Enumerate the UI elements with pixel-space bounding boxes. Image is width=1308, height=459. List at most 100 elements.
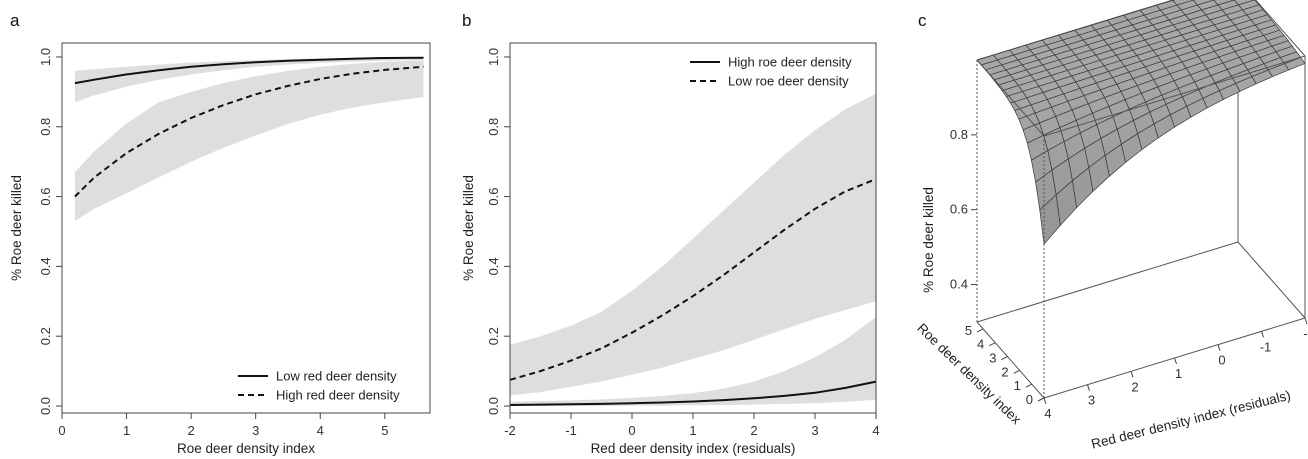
b-ci-band-0 xyxy=(510,317,876,406)
a-ci-band-1 xyxy=(74,60,424,221)
b-y-tick-label-0: 0.0 xyxy=(486,397,501,415)
panel-b-y-ticks: 0.0 0.2 0.4 0.6 0.8 1.0 xyxy=(486,48,510,415)
panel-b-chart: -2 -1 0 1 2 3 4 0.0 0.2 0.4 0.6 0.8 1.0 Red deer de… xyxy=(461,42,880,456)
panel-b-series-lines xyxy=(509,178,877,406)
panel-a-series-lines xyxy=(74,56,424,198)
b-legend-label-0: High roe deer density xyxy=(728,55,852,70)
panel-b-confidence-bands xyxy=(510,93,876,406)
a-x-tick-label-4: 4 xyxy=(317,423,324,438)
panel-c-x-tick-6 xyxy=(1304,317,1308,325)
b-x-tick-label-0: -2 xyxy=(504,423,516,438)
panel-a-chart: 0 1 2 3 4 5 0.0 0.2 0.4 0.6 0.8 1.0 Roe deer densi… xyxy=(9,42,431,456)
panel-b-y-axis-title: % Roe deer killed xyxy=(461,175,476,281)
a-y-tick-label-1: 0.2 xyxy=(38,327,53,345)
a-y-tick-label-3: 0.6 xyxy=(38,188,53,206)
a-y-tick-label-5: 1.0 xyxy=(38,48,53,66)
panel-c-x-tick-label-0: 4 xyxy=(1044,406,1051,421)
panel-c-y-tick-4 xyxy=(989,342,996,347)
b-ci-band-1 xyxy=(510,93,876,396)
a-y-tick-label-2: 0.4 xyxy=(38,257,53,275)
panel-a-legend: Low red deer density High red deer densit… xyxy=(238,369,400,403)
a-x-tick-label-3: 3 xyxy=(252,423,259,438)
panel-c-x-tick-1 xyxy=(1087,384,1090,391)
panel-c-x-tick-label-3: 1 xyxy=(1175,366,1182,381)
a-legend-label-0: Low red deer density xyxy=(276,369,397,384)
panel-c-x-tick-label-1: 3 xyxy=(1088,393,1095,408)
a-y-tick-label-0: 0.0 xyxy=(38,397,53,415)
panel-a-x-axis-title: Roe deer density index xyxy=(177,441,315,456)
panel-c-box-edge-top-front-2 xyxy=(976,59,1045,137)
panel-c-box-edge-back-bottom-1 xyxy=(976,241,1239,323)
panel-c-x-axis-title: Red deer density index (residuals) xyxy=(1090,388,1292,452)
panel-c-y-tick-label-4: 4 xyxy=(977,337,984,352)
panel-c-y-tick-label-1: 1 xyxy=(1014,378,1021,393)
panel-a-letter: a xyxy=(10,11,20,30)
panel-c-x-tick-0 xyxy=(1043,397,1047,405)
a-series-line-0 xyxy=(74,56,424,85)
panel-c-z-tick-label-1: 0.6 xyxy=(950,202,968,217)
b-series-line-0 xyxy=(509,380,877,406)
b-y-tick-label-2: 0.4 xyxy=(486,257,501,275)
panel-c-x-tick-label-6: -2 xyxy=(1303,326,1308,341)
panel-c-y-tick-0 xyxy=(1037,397,1045,402)
panel-c-z-ticks: 0.4 0.6 0.8 xyxy=(950,127,977,292)
panel-c-surface-cell-15-0 xyxy=(1039,194,1061,246)
panel-c-z-tick-label-0: 0.4 xyxy=(950,277,968,292)
b-series-line-1 xyxy=(509,178,877,381)
panel-b-x-ticks: -2 -1 0 1 2 3 4 xyxy=(504,413,880,438)
panel-c-y-tick-label-2: 2 xyxy=(1001,364,1008,379)
panel-a-y-axis-title: % Roe deer killed xyxy=(9,175,24,281)
panel-c-z-tick-label-2: 0.8 xyxy=(950,127,968,142)
panel-c-x-tick-label-4: 0 xyxy=(1218,353,1225,368)
b-legend-label-1: Low roe deer density xyxy=(728,74,849,89)
a-y-tick-label-4: 0.8 xyxy=(38,118,53,136)
panel-c-y-tick-5 xyxy=(976,328,984,333)
panel-a-confidence-bands xyxy=(74,57,424,221)
panel-a-plot-frame xyxy=(61,42,431,414)
panel-c-x-tick-label-2: 2 xyxy=(1131,379,1138,394)
panel-c-y-tick-3 xyxy=(1001,356,1008,360)
a-ci-band-0 xyxy=(74,57,424,103)
panel-c-surface xyxy=(976,0,1306,246)
panel-c-y-tick-1 xyxy=(1025,383,1033,388)
a-legend-label-1: High red deer density xyxy=(276,388,400,403)
panel-c-box-edge-back-bottom-2 xyxy=(1237,241,1306,319)
a-x-tick-label-5: 5 xyxy=(381,423,388,438)
panel-c-x-tick-2 xyxy=(1130,371,1134,378)
panel-b-x-axis-title: Red deer density index (residuals) xyxy=(591,441,796,456)
panel-c-letter: c xyxy=(918,11,927,30)
a-series-line-1 xyxy=(74,65,424,198)
b-x-tick-label-6: 4 xyxy=(872,423,879,438)
panel-c-x-tick-3 xyxy=(1174,357,1177,365)
panel-c-x-ticks: 4 3 2 1 0 -1 -2 xyxy=(1043,317,1308,421)
b-x-tick-label-3: 1 xyxy=(689,423,696,438)
a-x-tick-label-1: 1 xyxy=(123,423,130,438)
panel-c-y-tick-2 xyxy=(1013,369,1020,374)
panel-b-letter: b xyxy=(462,11,471,30)
b-y-tick-label-3: 0.6 xyxy=(486,188,501,206)
panel-c-box-edge-top-front-1 xyxy=(1043,55,1306,137)
b-y-tick-label-4: 0.8 xyxy=(486,118,501,136)
panel-a-x-ticks: 0 1 2 3 4 5 xyxy=(58,413,388,438)
b-x-tick-label-2: 0 xyxy=(628,423,635,438)
panel-c-y-tick-label-0: 0 xyxy=(1026,392,1033,407)
b-x-tick-label-1: -1 xyxy=(565,423,577,438)
panel-c-y-tick-label-3: 3 xyxy=(989,351,996,366)
panel-c-z-axis-title: % Roe deer killed xyxy=(921,187,936,293)
b-x-tick-label-4: 2 xyxy=(750,423,757,438)
panel-c-y-tick-label-5: 5 xyxy=(965,323,972,338)
b-y-tick-label-1: 0.2 xyxy=(486,327,501,345)
panel-c-x-tick-4 xyxy=(1217,344,1221,351)
panel-a-y-ticks: 0.0 0.2 0.4 0.6 0.8 1.0 xyxy=(38,48,62,415)
panel-c-box-edge-front-bottom-left xyxy=(976,321,1045,399)
panel-c-box-edge-top-back-2 xyxy=(1254,0,1306,57)
panel-b-legend: High roe deer density Low roe deer densit… xyxy=(690,55,852,89)
panel-c-x-tick-label-5: -1 xyxy=(1260,339,1272,354)
b-x-tick-label-5: 3 xyxy=(811,423,818,438)
panel-c-x-tick-5 xyxy=(1261,331,1264,338)
a-x-tick-label-0: 0 xyxy=(58,423,65,438)
b-y-tick-label-5: 1.0 xyxy=(486,48,501,66)
